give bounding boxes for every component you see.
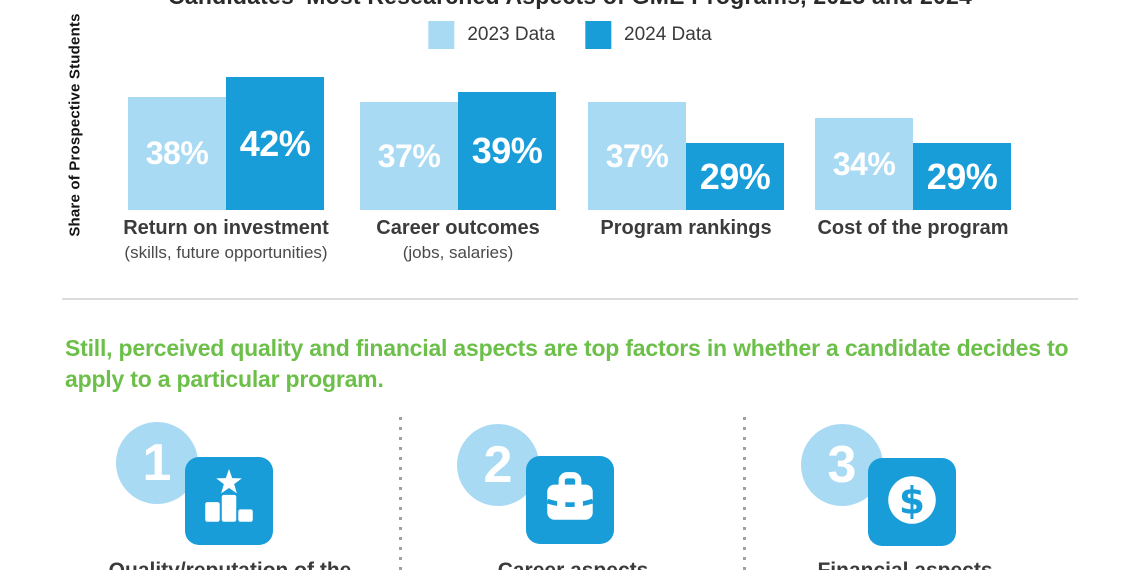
bar-value-label: 37%: [377, 137, 441, 174]
bar-value-label: 37%: [605, 137, 669, 174]
ranking-star-icon: [198, 468, 260, 535]
item-2-number-badge: 2: [457, 424, 539, 506]
item-1-icon-tile: [185, 457, 273, 545]
item-3-number: 3: [827, 436, 857, 494]
chart-title: Candidates' Most Researched Aspects of G…: [0, 0, 1140, 10]
item-1-label: Quality/reputation of the: [109, 559, 352, 570]
category-sublabel: (jobs, salaries): [402, 243, 514, 262]
item-3-icon-tile: $: [868, 458, 956, 546]
dollar-sign-icon: $: [881, 469, 943, 536]
legend-swatch: [585, 21, 611, 49]
category-sublabel: (skills, future opportunities): [124, 243, 328, 262]
item-1-number: 1: [142, 434, 172, 492]
bar-value-label: 29%: [699, 155, 771, 197]
bar-value-label: 38%: [145, 135, 209, 171]
item-2-icon-tile: [526, 456, 614, 544]
item-1-number-badge: 1: [116, 422, 198, 504]
legend-label: 2023 Data: [467, 24, 555, 45]
bar-value-label: 39%: [471, 130, 543, 171]
y-axis-label: Share of Prospective Students: [66, 13, 84, 237]
legend-item-2023: 2023 Data: [428, 21, 555, 49]
category-label: Program rankings: [600, 217, 772, 239]
section-divider: [62, 298, 1078, 300]
bar-group-3: 37% 29% Program rankings: [588, 0, 784, 239]
bar-2024-1: 42%: [226, 77, 324, 210]
bar-value-label: 34%: [832, 145, 896, 182]
section-heading: Still, perceived quality and financial a…: [65, 335, 1069, 392]
chart-legend: 2023 Data 2024 Data: [428, 21, 712, 49]
dotted-divider: [743, 417, 746, 570]
bar-2023-4: 34%: [815, 118, 913, 210]
bar-group-2: 37% 39% Career outcomes (jobs, salaries): [360, 0, 556, 262]
bar-2023-1: 38%: [128, 97, 226, 210]
legend-swatch: [428, 21, 455, 49]
item-2-number: 2: [483, 436, 513, 494]
item-2-label: Career aspects: [498, 559, 649, 570]
briefcase-icon: [539, 467, 601, 534]
legend-item-2024: 2024 Data: [585, 21, 712, 49]
item-3-number-badge: 3: [801, 424, 883, 506]
svg-text:$: $: [899, 478, 925, 522]
bar-2024-2: 39%: [458, 92, 556, 210]
category-label: Career outcomes: [376, 217, 540, 239]
bar-2024-4: 29%: [913, 143, 1011, 210]
category-label: Return on investment: [123, 217, 329, 239]
bar-2024-3: 29%: [686, 143, 784, 210]
bar-value-label: 42%: [239, 122, 311, 164]
bar-2023-2: 37%: [360, 102, 458, 210]
legend-label: 2024 Data: [624, 24, 712, 45]
bar-2023-3: 37%: [588, 102, 686, 210]
item-3-label: Financial aspects: [817, 559, 992, 570]
dotted-divider: [399, 417, 402, 570]
category-label: Cost of the program: [817, 217, 1009, 239]
bar-value-label: 29%: [926, 155, 998, 197]
bar-group-4: 34% 29% Cost of the program: [815, 0, 1011, 239]
bar-group-1: 38% 42% Return on investment (skills, futur…: [123, 0, 329, 262]
